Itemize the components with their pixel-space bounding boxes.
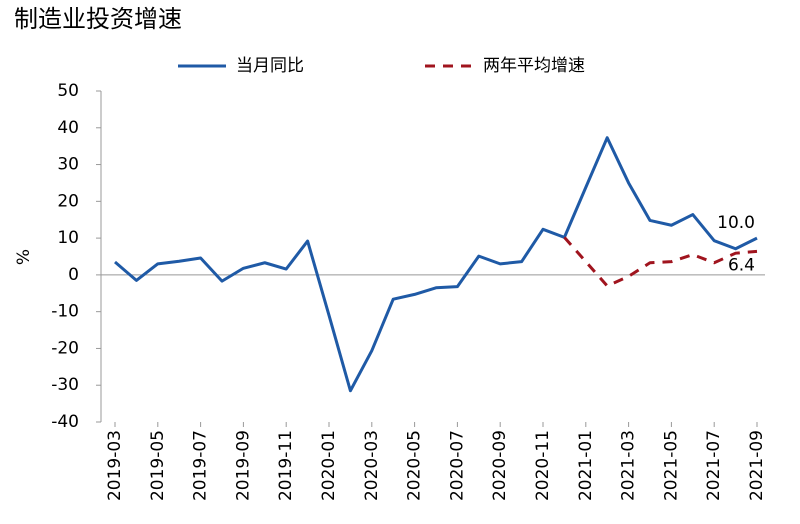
y-tick-label: -30 (51, 375, 79, 395)
legend-label: 两年平均增速 (483, 56, 585, 76)
x-tick-label: 2020-09 (490, 430, 510, 501)
x-tick-label: 2021-03 (619, 430, 639, 501)
x-tick-label: 2020-01 (319, 430, 339, 501)
series-line (114, 136, 758, 393)
x-tick-label: 2020-07 (447, 430, 467, 501)
value-label: 6.4 (728, 255, 755, 275)
x-tick-label: 2019-07 (191, 430, 211, 501)
x-tick-label: 2021-09 (747, 430, 767, 501)
x-tick-label: 2021-07 (704, 430, 724, 501)
y-tick-label: -10 (51, 302, 79, 322)
y-tick-label: -40 (51, 412, 79, 432)
x-tick-label: 2020-05 (405, 430, 425, 501)
x-tick-label: 2021-01 (576, 430, 596, 501)
y-axis-label: % (14, 249, 34, 265)
chart-title: 制造业投资增速 (14, 5, 182, 33)
y-tick-label: 10 (57, 228, 79, 248)
y-tick-label: -20 (51, 338, 79, 358)
x-tick-label: 2019-09 (233, 430, 253, 501)
y-tick-label: 0 (68, 265, 79, 285)
legend-label: 当月同比 (236, 56, 304, 76)
x-tick-label: 2019-05 (148, 430, 168, 501)
x-tick-label: 2020-03 (362, 430, 382, 501)
x-tick-label: 2021-05 (661, 430, 681, 501)
y-tick-label: 30 (57, 155, 79, 175)
x-tick-label: 2019-03 (105, 430, 125, 501)
y-tick-label: 20 (57, 191, 79, 211)
y-tick-label: 50 (57, 81, 79, 101)
x-tick-label: 2020-11 (533, 430, 553, 501)
y-tick-label: 40 (57, 118, 79, 138)
x-tick-label: 2019-11 (276, 430, 296, 501)
value-label: 10.0 (717, 213, 755, 233)
